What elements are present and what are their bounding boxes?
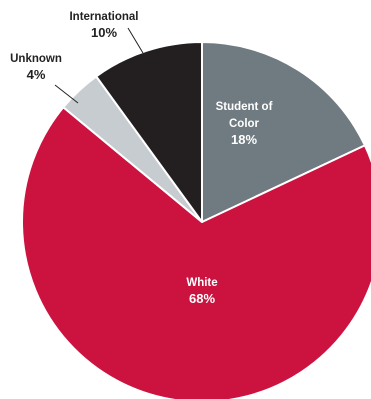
slice-labels: Student of Color 18% White 68% Unknown 4% Inter… <box>10 11 272 306</box>
slice-value-label: 10% <box>91 25 117 40</box>
slice-value-label: 4% <box>27 67 46 82</box>
slice-label-international: International 10% <box>69 11 138 40</box>
leader-lines <box>54 27 144 104</box>
slice-value-label: 18% <box>231 132 257 147</box>
slice-label-unknown: Unknown 4% <box>10 53 62 82</box>
slice-name-label: Student of <box>216 101 273 113</box>
slice-name-label: International <box>69 11 138 23</box>
slice-label-white: White 68% <box>186 277 217 306</box>
pie-slice-white <box>21 106 371 399</box>
slice-label-student-of-color: Student of Color 18% <box>216 101 273 147</box>
pie-slice-student-of-color <box>201 41 366 223</box>
slice-name-label: Unknown <box>10 53 62 65</box>
slice-value-label: 68% <box>189 291 215 306</box>
slice-name-label: Color <box>229 118 260 130</box>
pie-slices <box>21 41 371 399</box>
slice-name-label: White <box>186 277 217 289</box>
leader-line-international <box>127 27 144 54</box>
leader-line-unknown <box>54 84 79 104</box>
pie-slice-international <box>95 41 203 223</box>
